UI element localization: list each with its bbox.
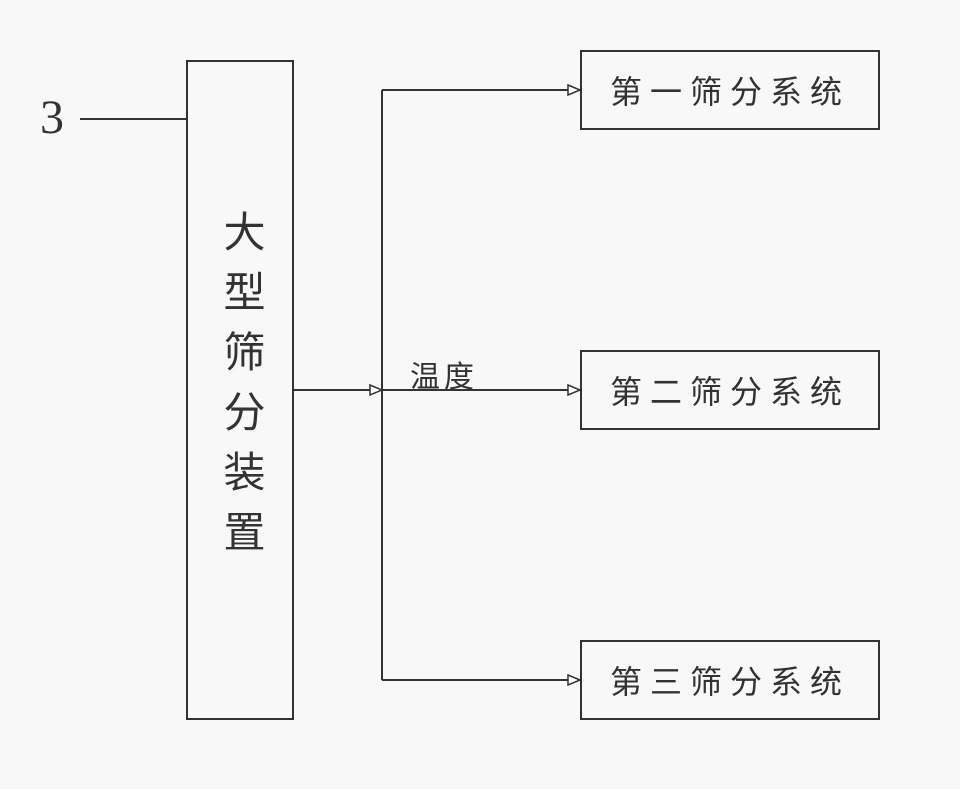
target-label: 第三筛分系统 — [610, 657, 850, 703]
target-label: 第二筛分系统 — [610, 367, 850, 413]
target-box-1: 第一筛分系统 — [580, 50, 880, 130]
target-label: 第一筛分系统 — [610, 67, 850, 113]
diagram-canvas: 3 大型筛分装置 温度 第一筛分系统 第二筛分系统 第三筛分系统 — [0, 0, 960, 789]
target-box-2: 第二筛分系统 — [580, 350, 880, 430]
target-box-3: 第三筛分系统 — [580, 640, 880, 720]
edge-label: 温度 — [410, 352, 478, 396]
